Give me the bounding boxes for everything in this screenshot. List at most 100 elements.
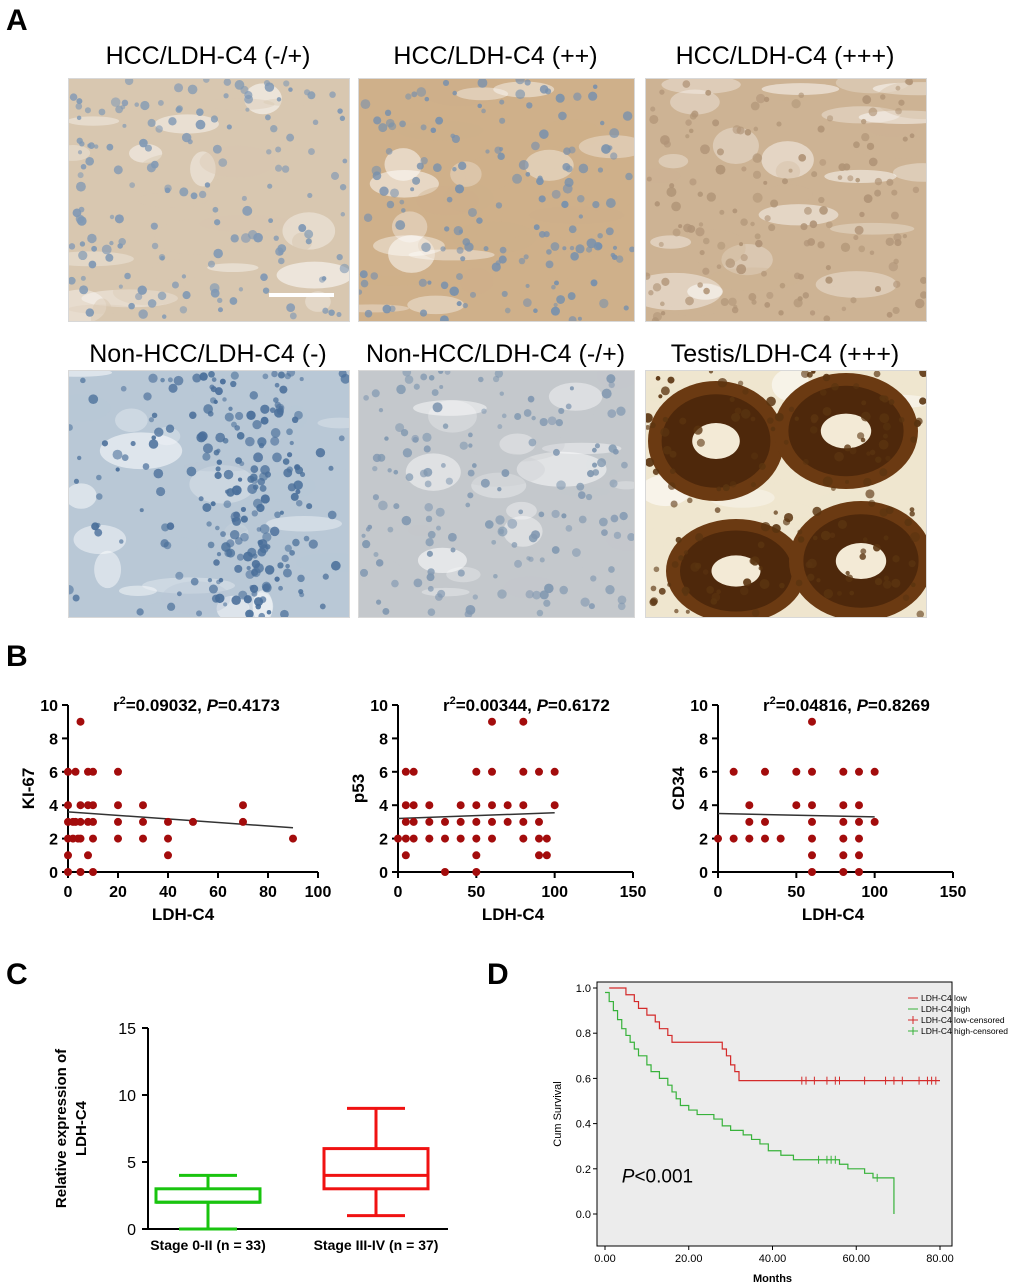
data-point bbox=[409, 767, 418, 776]
x-tick-label: 50 bbox=[787, 884, 805, 901]
legend-label: LDH-C4 low-censored bbox=[921, 1015, 1005, 1025]
y-tick-label: 0 bbox=[49, 865, 58, 882]
stat-annotation: r2=0.09032, P=0.4173 bbox=[113, 695, 280, 715]
y-tick-label: 6 bbox=[49, 765, 58, 782]
data-point bbox=[114, 817, 122, 826]
micrograph-image-6 bbox=[645, 370, 927, 618]
micrograph-title-2: HCC/LDH-C4 (++) bbox=[393, 42, 598, 70]
regression-line bbox=[67, 811, 294, 829]
data-point bbox=[114, 834, 122, 843]
data-point bbox=[441, 834, 449, 843]
box-plot-stage: 0 5 10 15 Relative expression of LDH-C4 Stage … bbox=[53, 1021, 448, 1253]
x-axis-label: LDH-C4 bbox=[802, 905, 865, 924]
y-tick-label: 10 bbox=[690, 698, 708, 715]
data-point bbox=[488, 717, 496, 726]
x-tick-label: 20.00 bbox=[675, 1253, 703, 1265]
legend-item: LDH-C4 low bbox=[908, 993, 968, 1003]
data-point bbox=[472, 834, 481, 843]
data-point bbox=[425, 834, 434, 843]
x-tick-label: 0 bbox=[394, 884, 403, 901]
y-tick-label: 4 bbox=[379, 798, 388, 815]
micrograph-image-5 bbox=[358, 370, 635, 618]
y-tick-label: 5 bbox=[127, 1155, 136, 1172]
y-tick-label: 4 bbox=[49, 798, 58, 815]
x-tick-label: 40 bbox=[159, 884, 177, 901]
data-point bbox=[729, 767, 738, 776]
data-point bbox=[550, 767, 559, 776]
legend-item: LDH-C4 high bbox=[908, 1004, 970, 1014]
data-point bbox=[855, 851, 863, 860]
y-tick-label: 15 bbox=[118, 1021, 136, 1038]
data-point bbox=[89, 834, 97, 843]
data-point bbox=[401, 851, 410, 860]
legend-item: LDH-C4 high-censored bbox=[908, 1026, 1008, 1036]
data-point bbox=[503, 801, 512, 810]
data-point bbox=[394, 834, 402, 843]
data-point bbox=[472, 767, 481, 776]
y-tick-label: 0.8 bbox=[576, 1028, 591, 1040]
data-point bbox=[776, 834, 785, 843]
data-point bbox=[84, 851, 92, 860]
data-point bbox=[761, 834, 769, 843]
data-point bbox=[542, 834, 551, 843]
data-point bbox=[714, 834, 722, 843]
data-point bbox=[535, 767, 543, 776]
data-point bbox=[89, 767, 97, 776]
panel-label-c: C bbox=[6, 958, 28, 991]
micrograph-title-3: HCC/LDH-C4 (+++) bbox=[675, 42, 895, 70]
data-point bbox=[472, 801, 481, 810]
data-point bbox=[76, 834, 85, 843]
data-point bbox=[71, 767, 80, 776]
data-point bbox=[519, 767, 528, 776]
data-point bbox=[535, 851, 543, 860]
data-point bbox=[870, 817, 879, 826]
survival-curve-2 bbox=[605, 991, 895, 1214]
micrograph-image-2 bbox=[358, 78, 635, 322]
data-point bbox=[519, 834, 528, 843]
data-point bbox=[64, 851, 72, 860]
x-tick-label: 60.00 bbox=[842, 1253, 870, 1265]
x-tick-label: 40.00 bbox=[759, 1253, 787, 1265]
data-point bbox=[289, 834, 297, 843]
data-point bbox=[401, 801, 410, 810]
data-point bbox=[808, 834, 816, 843]
data-point bbox=[761, 817, 769, 826]
data-point bbox=[792, 767, 801, 776]
y-axis-label: p53 bbox=[349, 774, 368, 803]
y-tick-label: 10 bbox=[118, 1088, 136, 1105]
y-tick-label: 0 bbox=[127, 1222, 136, 1239]
data-point bbox=[164, 834, 172, 843]
y-tick-label: 10 bbox=[370, 698, 388, 715]
data-point bbox=[139, 801, 147, 810]
data-point bbox=[808, 767, 816, 776]
legend-label: LDH-C4 high-censored bbox=[921, 1026, 1008, 1036]
y-tick-label: 4 bbox=[699, 798, 708, 815]
y-axis-label: CD34 bbox=[669, 766, 688, 810]
data-point bbox=[839, 851, 848, 860]
y-tick-label: 8 bbox=[699, 731, 708, 748]
data-point bbox=[808, 817, 816, 826]
plot-area bbox=[596, 981, 953, 1247]
legend-label: LDH-C4 low bbox=[921, 993, 968, 1003]
stat-annotation: r2=0.00344, P=0.6172 bbox=[443, 695, 610, 715]
y-axis-label: Cum Survival bbox=[552, 1081, 564, 1146]
y-tick-label: 2 bbox=[699, 832, 708, 849]
data-point bbox=[64, 868, 72, 876]
x-tick-label: 20 bbox=[109, 884, 127, 901]
legend-item: LDH-C4 low-censored bbox=[908, 1015, 1005, 1025]
data-point bbox=[839, 801, 848, 810]
survival-curve-1 bbox=[609, 987, 940, 1082]
box-body bbox=[322, 1147, 430, 1191]
data-point bbox=[503, 817, 512, 826]
regression-line bbox=[717, 812, 875, 818]
panel-label-a: A bbox=[6, 4, 28, 37]
data-point bbox=[542, 851, 551, 860]
data-point bbox=[401, 834, 410, 843]
data-point bbox=[401, 767, 410, 776]
micrograph-image-4 bbox=[68, 370, 350, 618]
category-label: Stage 0-II (n = 33) bbox=[150, 1237, 266, 1253]
data-point bbox=[808, 717, 816, 726]
data-point bbox=[189, 817, 197, 826]
data-point bbox=[89, 817, 97, 826]
category-label: Stage III-IV (n = 37) bbox=[314, 1237, 439, 1253]
